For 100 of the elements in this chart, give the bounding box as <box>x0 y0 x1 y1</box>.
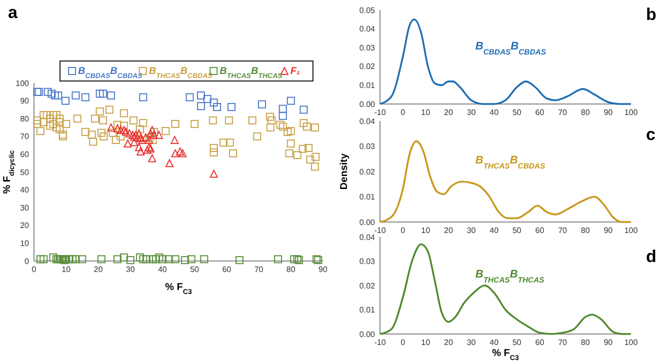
y-axis-title: Density <box>339 153 350 190</box>
x-tick-label: 90 <box>604 338 614 347</box>
x-tick-label: -10 <box>374 108 386 117</box>
point <box>48 90 56 98</box>
point <box>176 148 184 156</box>
x-tick-label: 10 <box>421 226 431 235</box>
point <box>68 255 77 264</box>
x-tick-label: 20 <box>444 226 454 235</box>
x-tick-label: 100 <box>624 338 638 347</box>
y-tick-label: 0.01 <box>359 192 376 202</box>
point <box>72 91 80 100</box>
point <box>44 88 52 96</box>
legend-label: B$_{CBDAS}$B$_{CBDAS}$ <box>78 66 143 80</box>
point <box>210 98 218 107</box>
x-tick-label: 100 <box>624 226 638 235</box>
point <box>139 93 148 102</box>
x-tick-label: 50 <box>512 226 522 235</box>
point <box>128 130 137 139</box>
x-tick-label: 80 <box>580 338 590 347</box>
x-tick-label: 0 <box>32 265 37 274</box>
point <box>139 255 148 264</box>
point <box>122 128 130 136</box>
x-tick-label: 90 <box>318 265 328 274</box>
point <box>278 104 287 113</box>
point <box>136 253 144 262</box>
point <box>290 255 298 264</box>
x-tick-label: 80 <box>580 108 590 117</box>
point <box>96 90 104 98</box>
point <box>203 95 212 104</box>
x-tick-label: -10 <box>374 338 386 347</box>
point <box>40 255 48 264</box>
y-tick-label: 0.00 <box>359 218 376 227</box>
point <box>78 255 86 264</box>
x-tick-label: 40 <box>490 226 500 235</box>
point <box>116 126 125 134</box>
x-tick-label: 40 <box>490 338 500 347</box>
point <box>120 126 128 134</box>
point <box>107 124 116 132</box>
point <box>154 130 163 139</box>
x-tick-label: 70 <box>558 226 568 235</box>
point <box>113 255 122 264</box>
x-tick-label: 50 <box>190 265 200 274</box>
x-tick-label: 90 <box>604 108 614 117</box>
point <box>164 255 173 264</box>
x-tick-label: 50 <box>512 108 522 117</box>
x-tick-label: 0 <box>400 108 406 117</box>
y-tick-label: 0.05 <box>359 6 376 15</box>
point <box>36 255 44 264</box>
point <box>72 255 80 264</box>
point <box>278 112 287 120</box>
y-tick-label: 70 <box>20 132 30 142</box>
point <box>200 255 208 264</box>
point <box>186 93 194 102</box>
point <box>125 129 134 138</box>
point <box>210 170 218 178</box>
point <box>196 91 205 100</box>
y-tick-label: 0.03 <box>359 43 376 52</box>
y-tick-label: 0.04 <box>359 116 376 126</box>
x-tick-label: 60 <box>535 226 545 235</box>
y-tick-label: 0.01 <box>359 306 376 315</box>
y-tick-label: 0.01 <box>359 81 376 90</box>
point <box>142 255 150 264</box>
y-tick-label: 0 <box>24 256 30 266</box>
point <box>49 253 58 262</box>
x-tick-label: 60 <box>535 108 545 117</box>
point <box>126 256 134 264</box>
point <box>107 91 116 100</box>
point <box>213 103 222 112</box>
point <box>155 253 164 262</box>
point <box>143 146 152 154</box>
x-tick-label: 20 <box>444 108 454 117</box>
point <box>54 91 62 100</box>
chart-title: c <box>646 125 656 144</box>
x-tick-label: 70 <box>558 108 568 117</box>
point <box>166 159 174 168</box>
x-tick-label: 100 <box>624 108 638 117</box>
legend-label: F₁ <box>290 66 301 77</box>
x-tick-label: 40 <box>158 265 168 274</box>
point <box>81 93 90 102</box>
point <box>170 136 179 144</box>
x-tick-label: 30 <box>466 226 476 235</box>
x-tick-label: 70 <box>558 338 568 347</box>
y-tick-label: 0.00 <box>359 330 376 339</box>
x-tick-label: 20 <box>444 338 454 347</box>
y-tick-label: 40 <box>20 186 30 195</box>
y-tick-label: 0.04 <box>359 24 376 34</box>
x-tick-label: 0 <box>400 226 406 235</box>
point <box>135 143 144 152</box>
point <box>300 106 308 114</box>
point <box>124 140 132 148</box>
y-tick-label: 0.00 <box>359 100 376 109</box>
x-tick-label: -10 <box>374 226 386 235</box>
y-tick-label: 0.02 <box>359 281 376 290</box>
y-tick-label: 30 <box>20 203 30 212</box>
x-tick-label: 10 <box>421 108 431 117</box>
point <box>148 255 157 264</box>
y-tick-label: 50 <box>20 168 30 177</box>
point <box>152 255 160 264</box>
point <box>120 253 128 262</box>
y-tick-label: 0.03 <box>359 142 376 152</box>
